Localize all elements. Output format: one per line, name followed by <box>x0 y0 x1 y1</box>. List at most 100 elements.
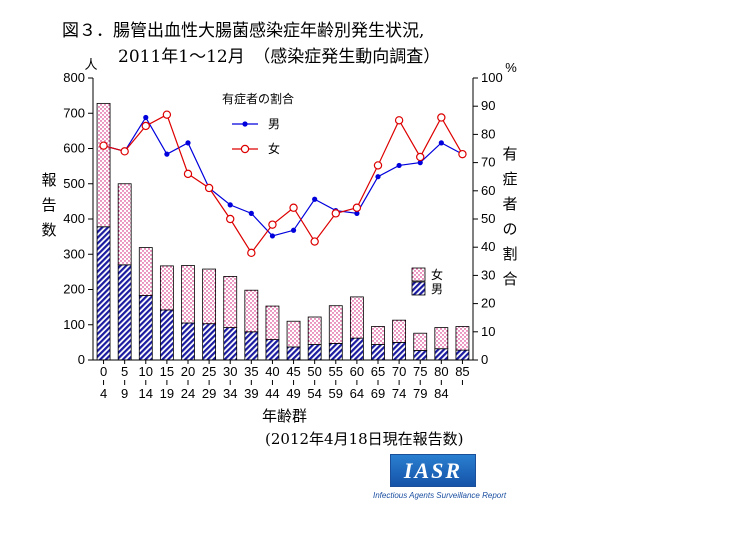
bar-female <box>392 319 407 343</box>
x-tick-label-start: 0 <box>100 364 107 379</box>
bar-female <box>328 305 343 344</box>
bar-male <box>117 264 132 361</box>
y-axis-left-label: 報告数 <box>41 171 57 239</box>
x-tick-label-start: 5 <box>121 364 128 379</box>
legend-marker-male <box>242 121 248 127</box>
bar-female <box>244 289 259 333</box>
bar-male <box>265 339 280 361</box>
bar-female <box>371 326 385 345</box>
bar-female <box>159 265 174 311</box>
bar-female <box>413 332 428 351</box>
legend-swatch-male <box>411 281 426 296</box>
point-male <box>290 227 297 233</box>
iasr-logo: IASR <box>390 454 476 487</box>
point-female <box>247 248 256 258</box>
logo-text: IASR <box>403 458 463 483</box>
x-tick-label-start: 85 <box>455 364 469 379</box>
x-tick-label-end: 69 <box>371 386 385 401</box>
bar-male <box>138 295 153 361</box>
bar-female <box>286 320 301 348</box>
point-female <box>310 237 319 246</box>
y-right-tick-label: 60 <box>481 183 495 198</box>
y-left-tick-label: 200 <box>63 282 85 297</box>
x-tick-label-start: 25 <box>202 364 216 379</box>
bar-female <box>96 102 111 228</box>
y-left-tick-label: 100 <box>63 317 85 332</box>
bar-female <box>117 183 132 266</box>
point-female <box>99 141 108 150</box>
bar-male <box>181 322 195 361</box>
x-tick-label-start: 45 <box>286 364 300 379</box>
point-female <box>373 161 383 170</box>
point-male <box>312 196 318 202</box>
bar-female <box>455 326 470 351</box>
bar-male <box>434 348 449 361</box>
logo-subtitle: Infectious Agents Surveillance Report <box>373 491 507 500</box>
bar-male <box>371 344 385 361</box>
y-left-tick-label: 500 <box>63 176 85 191</box>
point-female <box>162 110 172 119</box>
point-female <box>226 214 235 224</box>
x-tick-label-start: 70 <box>392 364 406 379</box>
bar-male <box>202 323 217 361</box>
legend-label: 女 <box>268 141 280 156</box>
x-tick-label-end: 79 <box>413 386 427 401</box>
y-right-tick-label: 10 <box>481 324 495 339</box>
x-tick-label-start: 75 <box>413 364 427 379</box>
x-tick-label-end: 14 <box>139 386 153 401</box>
point-female <box>183 169 193 179</box>
y-right-tick-label: 80 <box>481 126 495 141</box>
bar-male <box>455 349 470 361</box>
bar-male <box>328 343 343 361</box>
bar-male <box>96 226 111 361</box>
y-left-tick-label: 600 <box>63 141 85 156</box>
point-male <box>164 151 170 157</box>
chart-title-line2: 2011年1～12月 （感染症発生動向調査） <box>118 47 441 67</box>
x-tick-label-end: 9 <box>121 386 128 401</box>
legend-swatch-female <box>411 267 426 282</box>
x-tick-label-start: 10 <box>139 364 153 379</box>
point-female <box>416 152 425 162</box>
y-left-tick-label: 0 <box>78 352 85 367</box>
bar-male <box>413 350 428 361</box>
point-male <box>227 202 233 208</box>
y-right-tick-label: 100 <box>481 70 503 85</box>
point-male <box>354 210 360 216</box>
y-left-tick-label: 700 <box>63 105 85 120</box>
x-tick-label-start: 80 <box>434 364 448 379</box>
x-tick-label-end: 19 <box>160 386 174 401</box>
bar-female <box>349 296 364 339</box>
x-tick-label-end: 54 <box>307 386 321 401</box>
bar-female <box>434 327 449 350</box>
y-left-tick-label: 400 <box>63 211 85 226</box>
x-tick-label-end: 84 <box>434 386 448 401</box>
bar-female <box>265 305 280 340</box>
x-tick-label-start: 65 <box>371 364 385 379</box>
bar-male <box>244 331 259 361</box>
x-tick-label-end: 44 <box>265 386 279 401</box>
point-female <box>141 121 150 131</box>
bar-male <box>159 309 174 361</box>
point-female <box>437 113 446 122</box>
y-left-unit: 人 <box>84 57 97 72</box>
point-male <box>248 210 254 216</box>
y-right-tick-label: 70 <box>481 155 495 170</box>
x-tick-label-end: 4 <box>100 386 107 401</box>
y-right-tick-label: 90 <box>481 98 495 113</box>
x-tick-label-start: 30 <box>223 364 237 379</box>
x-axis-label: 年齢群 <box>262 407 308 425</box>
bar-male <box>286 346 301 361</box>
bar-female <box>202 268 217 325</box>
x-tick-label-start: 20 <box>181 364 195 379</box>
y-right-tick-label: 40 <box>481 239 495 254</box>
x-tick-label-end: 34 <box>223 386 237 401</box>
y-left-tick-label: 300 <box>63 246 85 261</box>
bar-male <box>307 344 322 361</box>
point-female <box>458 149 467 159</box>
x-tick-label-start: 60 <box>350 364 364 379</box>
bar-female <box>223 276 238 328</box>
x-tick-label-end: 59 <box>329 386 343 401</box>
chart-title-line1: 図３．腸管出血性大腸菌感染症年齢別発生状況, <box>62 21 425 41</box>
y-right-tick-label: 50 <box>481 211 495 226</box>
legend-label: 男 <box>268 117 280 131</box>
